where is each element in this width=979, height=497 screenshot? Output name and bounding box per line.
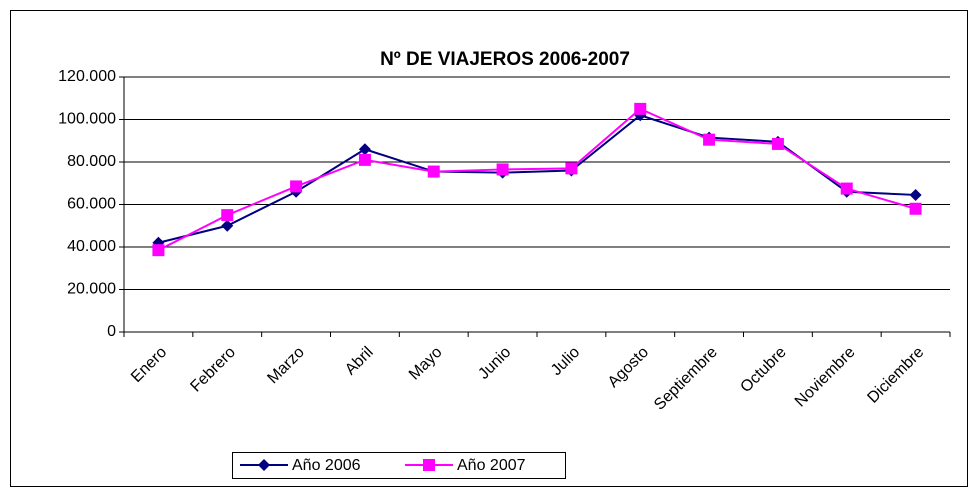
marker xyxy=(221,219,234,232)
marker xyxy=(909,202,922,215)
marker xyxy=(258,459,270,471)
marker xyxy=(496,163,509,176)
marker xyxy=(634,102,647,115)
marker xyxy=(565,162,578,175)
y-tick-label: 40.000 xyxy=(67,238,116,255)
marker xyxy=(423,459,435,471)
legend-label: Año 2007 xyxy=(457,457,526,474)
y-tick-label: 60.000 xyxy=(67,196,116,213)
chart-frame xyxy=(10,10,968,487)
series xyxy=(152,102,922,257)
marker xyxy=(152,244,165,257)
marker xyxy=(909,188,922,201)
y-tick-label: 100.000 xyxy=(58,111,116,128)
series-line xyxy=(158,114,916,244)
marker xyxy=(221,209,234,222)
marker xyxy=(358,153,371,166)
y-tick-label: 120.000 xyxy=(58,68,116,85)
y-tick-label: 0 xyxy=(107,323,116,340)
chart-title: Nº DE VIAJEROS 2006-2007 xyxy=(380,49,630,70)
marker xyxy=(290,180,303,193)
marker xyxy=(840,182,853,195)
marker xyxy=(427,165,440,178)
y-tick-label: 80.000 xyxy=(67,153,116,170)
marker xyxy=(358,143,371,156)
marker xyxy=(771,137,784,150)
marker xyxy=(703,133,716,146)
y-tick-label: 20.000 xyxy=(67,281,116,298)
legend-label: Año 2006 xyxy=(292,457,361,474)
legend: Año 2006 Año 2007 xyxy=(232,452,566,479)
series-line xyxy=(157,107,916,252)
